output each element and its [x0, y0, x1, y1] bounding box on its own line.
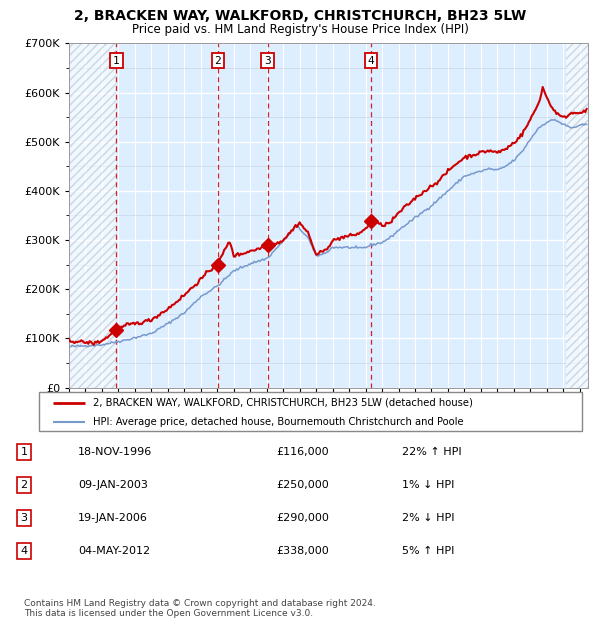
Text: HPI: Average price, detached house, Bournemouth Christchurch and Poole: HPI: Average price, detached house, Bour…	[94, 417, 464, 427]
Text: Price paid vs. HM Land Registry's House Price Index (HPI): Price paid vs. HM Land Registry's House …	[131, 23, 469, 36]
Text: 04-MAY-2012: 04-MAY-2012	[78, 546, 150, 556]
Text: £290,000: £290,000	[276, 513, 329, 523]
Text: £116,000: £116,000	[276, 447, 329, 458]
Text: 19-JAN-2006: 19-JAN-2006	[78, 513, 148, 523]
Bar	[566, 43, 588, 388]
Text: 18-NOV-1996: 18-NOV-1996	[78, 447, 152, 458]
Text: 4: 4	[368, 56, 374, 66]
Text: 1: 1	[113, 56, 120, 66]
Text: 2, BRACKEN WAY, WALKFORD, CHRISTCHURCH, BH23 5LW (detached house): 2, BRACKEN WAY, WALKFORD, CHRISTCHURCH, …	[94, 398, 473, 408]
Text: £250,000: £250,000	[276, 480, 329, 490]
Text: 5% ↑ HPI: 5% ↑ HPI	[402, 546, 454, 556]
Text: 2% ↓ HPI: 2% ↓ HPI	[402, 513, 455, 523]
Text: 2: 2	[20, 480, 28, 490]
Text: 3: 3	[264, 56, 271, 66]
Text: 22% ↑ HPI: 22% ↑ HPI	[402, 447, 461, 458]
Text: 2: 2	[214, 56, 221, 66]
Text: 1% ↓ HPI: 1% ↓ HPI	[402, 480, 454, 490]
FancyBboxPatch shape	[39, 392, 582, 431]
Text: 4: 4	[20, 546, 28, 556]
Text: 3: 3	[20, 513, 28, 523]
Text: 2, BRACKEN WAY, WALKFORD, CHRISTCHURCH, BH23 5LW: 2, BRACKEN WAY, WALKFORD, CHRISTCHURCH, …	[74, 9, 526, 24]
Text: Contains HM Land Registry data © Crown copyright and database right 2024.
This d: Contains HM Land Registry data © Crown c…	[24, 599, 376, 618]
Bar	[69, 43, 116, 388]
Text: £338,000: £338,000	[276, 546, 329, 556]
Text: 1: 1	[20, 447, 28, 458]
Text: 09-JAN-2003: 09-JAN-2003	[78, 480, 148, 490]
